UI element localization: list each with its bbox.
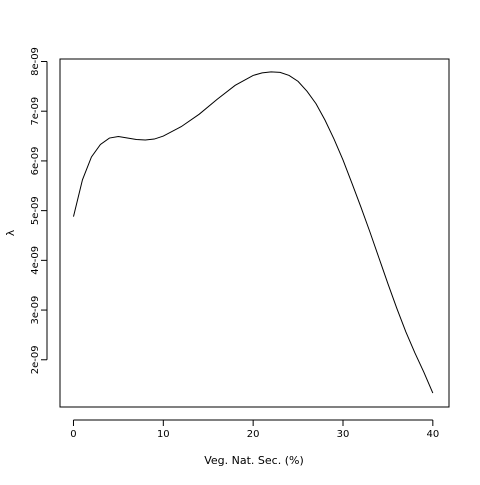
x-tick-label: 0 [70,429,76,440]
series-line [72,71,434,394]
y-axis-title: λ [4,229,17,236]
plot-box [59,58,450,408]
y-tick-label: 2e-09 [30,345,41,374]
y-tick-label: 5e-09 [30,196,41,225]
x-axis-title: Veg. Nat. Sec. (%) [204,454,304,467]
y-tick-label: 3e-09 [30,296,41,325]
x-tick-label: 40 [426,429,439,440]
x-tick-label: 10 [157,429,170,440]
y-tick-label: 6e-09 [30,146,41,175]
y-axis: 2e-09 3e-09 4e-09 5e-09 6e-09 7e-09 8e-09 [30,47,48,374]
y-tick-label: 8e-09 [30,47,41,76]
x-axis: 0 10 20 30 40 [70,419,439,440]
y-tick-label: 4e-09 [30,246,41,275]
y-tick-label: 7e-09 [30,97,41,126]
x-tick-label: 30 [337,429,350,440]
x-tick-label: 20 [247,429,260,440]
